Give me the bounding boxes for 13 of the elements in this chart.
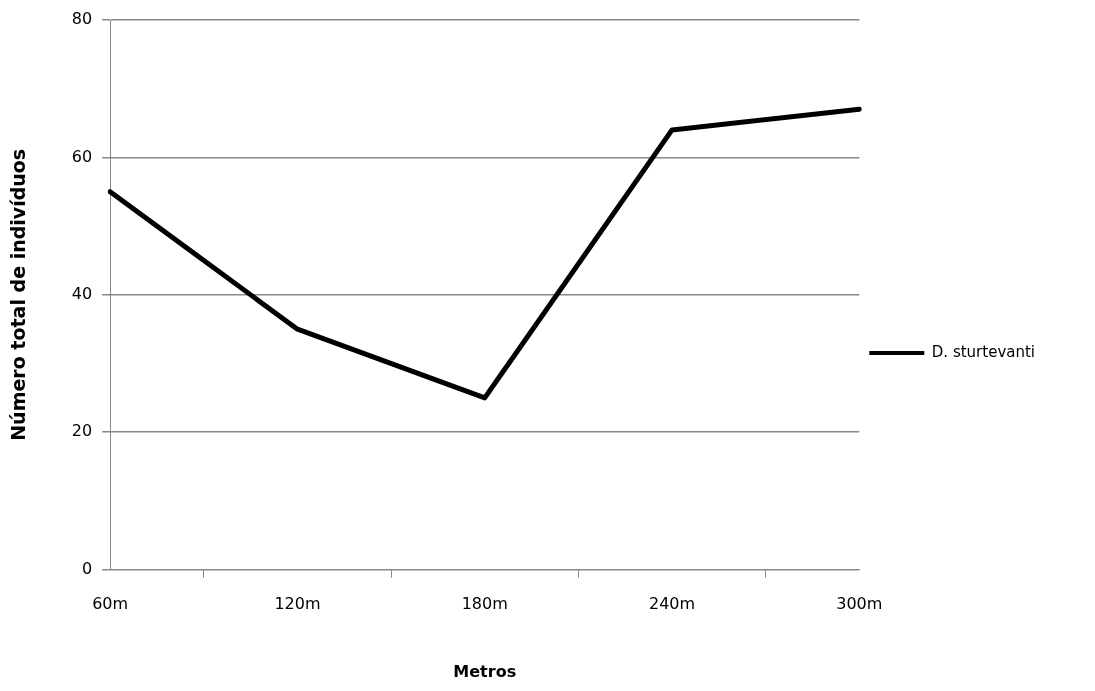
- legend-label: D. sturtevanti: [931, 342, 1036, 361]
- y-tick-label: 20: [71, 421, 93, 441]
- y-axis-title: Número total de indivíduos: [7, 148, 30, 441]
- y-tick-label: 40: [71, 283, 93, 303]
- x-tick-label: 180m: [461, 594, 508, 614]
- y-tick-label: 80: [71, 9, 93, 29]
- x-tick-label: 240m: [648, 594, 696, 614]
- x-tick-label: 120m: [274, 594, 321, 614]
- x-axis-title: Metros: [453, 661, 517, 681]
- y-tick-label: 60: [71, 146, 93, 166]
- x-tick-label: 60m: [92, 594, 129, 614]
- y-tick-label: 0: [81, 558, 93, 578]
- x-tick-label: 300m: [836, 594, 883, 614]
